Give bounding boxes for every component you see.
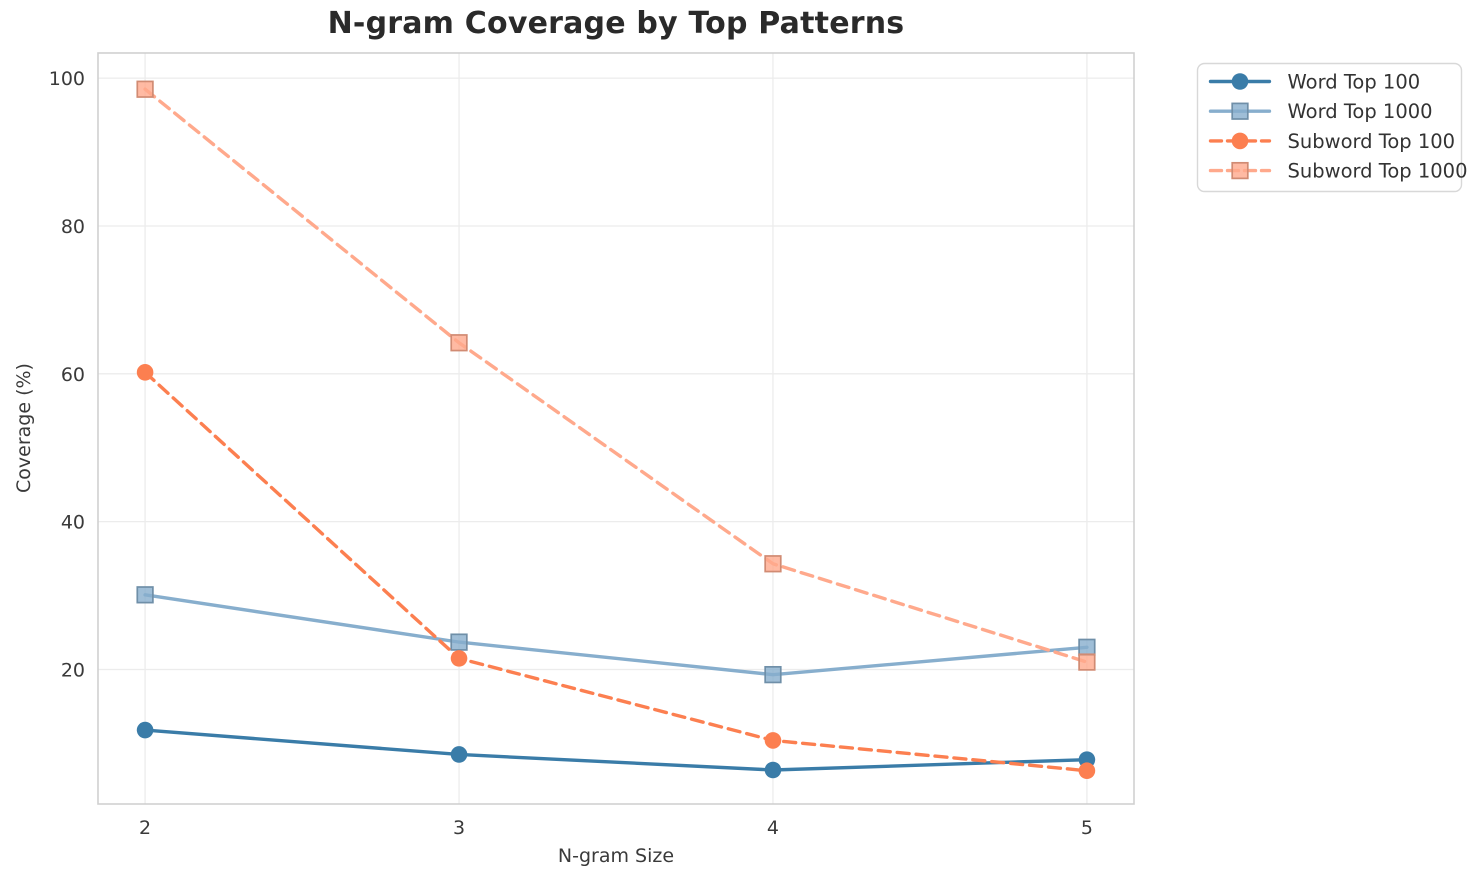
x-tick-label: 2 — [139, 817, 151, 839]
x-tick-label: 4 — [767, 817, 779, 839]
data-point-subword-top-1000 — [764, 555, 782, 573]
plot-border — [97, 52, 1135, 805]
chart-title: N-gram Coverage by Top Patterns — [327, 6, 905, 41]
y-tick-label: 20 — [61, 659, 85, 681]
legend-marker-word-top-100 — [1231, 73, 1249, 90]
y-tick-label: 80 — [61, 216, 85, 238]
series-line-subword-top-1000 — [143, 87, 1089, 664]
legend-marker-subword-top-100 — [1231, 132, 1249, 150]
legend-box — [1196, 62, 1463, 193]
x-tick-label: 5 — [1081, 817, 1093, 839]
data-point-word-top-1000 — [450, 633, 468, 651]
legend-label-word-top-100: Word Top 100 — [1288, 71, 1421, 94]
y-tick-label: 100 — [49, 68, 85, 90]
data-point-word-top-100 — [764, 761, 782, 779]
legend-marker-word-top-1000 — [1231, 102, 1249, 120]
data-point-word-top-100 — [450, 746, 468, 763]
data-point-subword-top-1000 — [1078, 653, 1096, 671]
x-axis-label: N-gram Size — [557, 845, 675, 867]
legend-label-subword-top-100: Subword Top 100 — [1288, 130, 1456, 153]
y-axis-label: Coverage (%) — [13, 363, 35, 493]
data-point-subword-top-100 — [764, 732, 782, 749]
series-line-word-top-1000 — [143, 593, 1089, 677]
data-point-subword-top-100 — [1078, 762, 1096, 780]
data-point-word-top-1000 — [1078, 638, 1096, 656]
data-point-subword-top-1000 — [136, 80, 154, 98]
series-line-word-top-100 — [143, 728, 1089, 772]
data-point-subword-top-100 — [136, 364, 154, 381]
data-point-word-top-1000 — [136, 586, 154, 604]
y-tick-label: 40 — [61, 512, 85, 534]
legend-label-word-top-1000: Word Top 1000 — [1288, 100, 1433, 123]
data-point-word-top-100 — [136, 721, 154, 739]
x-tick-label: 3 — [453, 817, 465, 839]
data-point-subword-top-100 — [450, 650, 468, 667]
legend-label-subword-top-1000: Subword Top 1000 — [1288, 160, 1468, 183]
y-tick-label: 60 — [61, 364, 85, 386]
data-point-subword-top-1000 — [450, 334, 468, 352]
legend-marker-subword-top-1000 — [1231, 161, 1249, 180]
data-point-word-top-1000 — [764, 665, 782, 684]
series-line-subword-top-100 — [143, 370, 1089, 773]
